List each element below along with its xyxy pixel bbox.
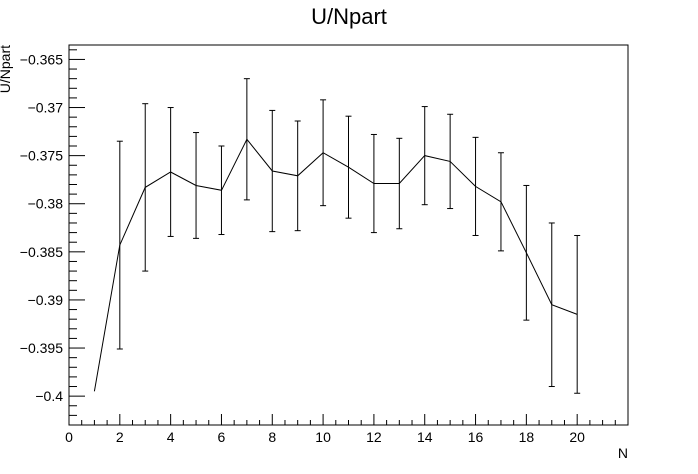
x-tick-label: 6 bbox=[218, 429, 226, 445]
x-tick-label: 14 bbox=[417, 429, 433, 445]
y-tick-label: −0.37 bbox=[28, 100, 64, 116]
plot-frame bbox=[68, 44, 629, 426]
x-tick-label: 20 bbox=[569, 429, 585, 445]
y-tick-label: −0.385 bbox=[20, 244, 63, 260]
x-tick-label: 8 bbox=[268, 429, 276, 445]
chart-title: U/Npart bbox=[311, 4, 387, 29]
y-tick-label: −0.395 bbox=[20, 340, 63, 356]
x-tick-label: 12 bbox=[366, 429, 382, 445]
error-bars bbox=[116, 78, 581, 394]
y-tick-label: −0.4 bbox=[35, 388, 63, 404]
x-tick-label: 10 bbox=[315, 429, 331, 445]
y-axis: −0.4 −0.395 −0.39 −0.385 −0.38 −0.375 −0.37 −0.… bbox=[20, 49, 85, 426]
y-tick-label: −0.39 bbox=[28, 292, 64, 308]
x-axis-title: N bbox=[618, 445, 628, 461]
x-tick-label: 0 bbox=[65, 429, 73, 445]
y-tick-label: −0.365 bbox=[20, 51, 63, 67]
y-tick-label: −0.38 bbox=[28, 196, 64, 212]
y-axis-title: U/Npart bbox=[0, 45, 13, 93]
x-tick-label: 4 bbox=[167, 429, 175, 445]
y-tick-label: −0.375 bbox=[20, 148, 63, 164]
x-tick-label: 18 bbox=[519, 429, 535, 445]
x-tick-label: 2 bbox=[116, 429, 124, 445]
series-line bbox=[93, 138, 578, 392]
x-tick-label: 16 bbox=[468, 429, 484, 445]
x-axis: 0 2 4 6 8 10 12 14 16 18 20 bbox=[65, 414, 629, 445]
